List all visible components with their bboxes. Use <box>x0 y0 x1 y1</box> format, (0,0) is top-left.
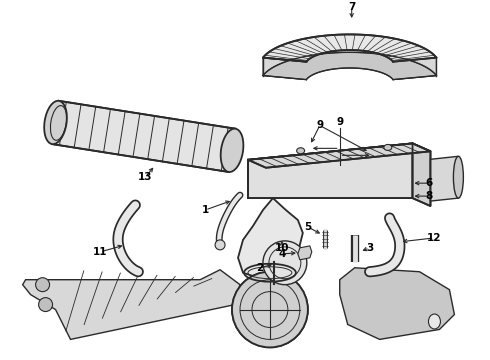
Polygon shape <box>393 58 437 80</box>
Text: 12: 12 <box>427 233 441 243</box>
Text: 7: 7 <box>348 2 355 12</box>
Text: 13: 13 <box>138 172 152 182</box>
Text: 3: 3 <box>366 243 373 253</box>
Ellipse shape <box>428 314 441 329</box>
Text: 8: 8 <box>426 191 433 201</box>
Circle shape <box>263 241 307 285</box>
Ellipse shape <box>296 148 305 154</box>
Text: 5: 5 <box>304 222 312 232</box>
Circle shape <box>232 272 308 347</box>
Ellipse shape <box>220 129 244 172</box>
Text: 1: 1 <box>201 205 209 215</box>
Circle shape <box>232 272 308 347</box>
Circle shape <box>39 298 52 311</box>
Polygon shape <box>248 143 431 168</box>
Ellipse shape <box>453 156 464 198</box>
Polygon shape <box>23 270 240 339</box>
Text: 11: 11 <box>93 247 108 257</box>
Polygon shape <box>298 246 312 260</box>
Text: 9: 9 <box>336 117 343 127</box>
Polygon shape <box>52 101 236 172</box>
Ellipse shape <box>384 144 392 150</box>
Polygon shape <box>263 35 437 62</box>
Polygon shape <box>340 268 454 339</box>
Circle shape <box>36 278 49 292</box>
Polygon shape <box>263 52 437 80</box>
Text: 2: 2 <box>256 263 264 273</box>
Text: 10: 10 <box>275 243 289 253</box>
Polygon shape <box>238 198 303 278</box>
Polygon shape <box>431 156 458 201</box>
Text: 6: 6 <box>426 178 433 188</box>
Text: 9: 9 <box>316 121 323 130</box>
Circle shape <box>215 240 225 250</box>
Polygon shape <box>413 143 431 206</box>
Ellipse shape <box>44 101 67 144</box>
Text: 4: 4 <box>278 249 286 259</box>
Polygon shape <box>263 58 306 80</box>
Polygon shape <box>248 143 413 198</box>
